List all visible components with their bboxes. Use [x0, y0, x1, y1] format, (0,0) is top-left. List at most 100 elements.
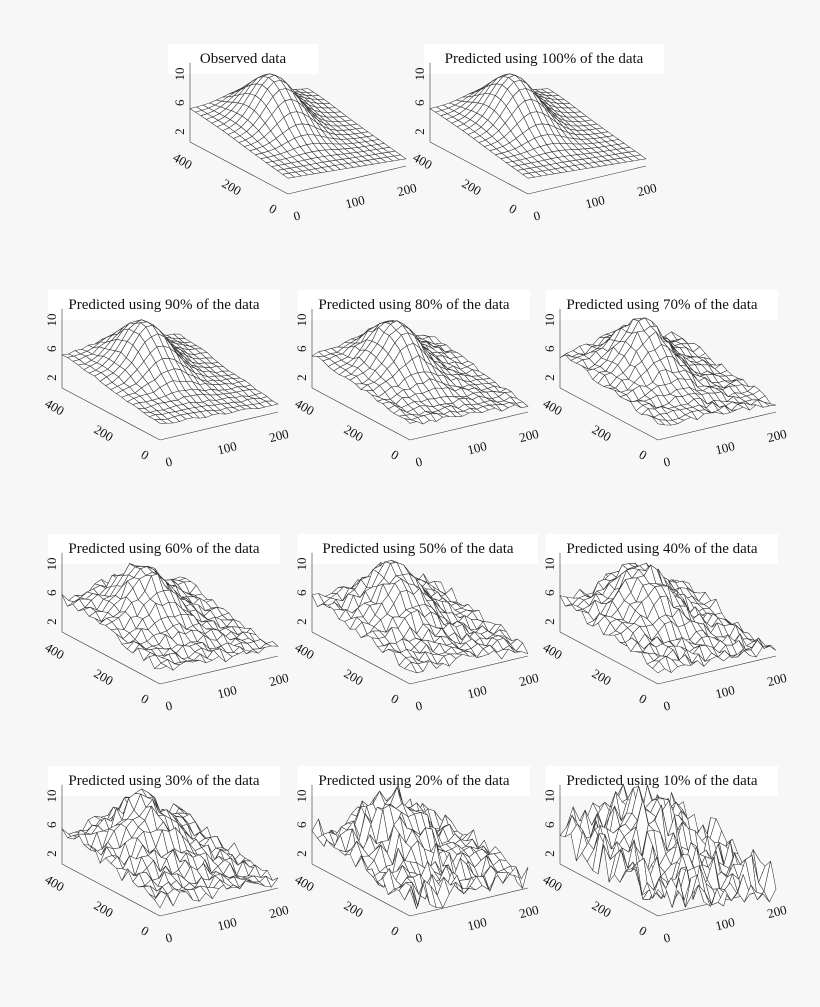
y-tick-label: 100: [714, 682, 737, 701]
surface-mesh: [311, 320, 529, 425]
x-tick-label: 400: [43, 640, 67, 663]
surface-axes: [61, 552, 279, 685]
z-tick-label: 2: [542, 618, 557, 625]
surface-mesh: [559, 783, 777, 908]
floor-edge: [527, 165, 647, 195]
y-tick-label: 200: [766, 902, 789, 921]
y-tick-label: 0: [292, 208, 302, 224]
y-tick-label: 0: [414, 454, 424, 470]
surface-axes: [61, 784, 279, 917]
surface-plot: 400 200 0 0 100 200 2 6 10: [293, 552, 540, 714]
y-tick-label: 0: [414, 930, 424, 946]
panel-60pct: Predicted using 60% of the data 400 200 0 0…: [32, 534, 290, 734]
floor-edge: [311, 863, 411, 917]
x-tick-label: 0: [389, 691, 402, 707]
floor-edge: [159, 411, 279, 441]
x-tick-label: 200: [342, 898, 366, 921]
z-tick-label: 6: [542, 589, 557, 596]
panel-40pct: Predicted using 40% of the data 400 200 0 0…: [530, 534, 788, 734]
x-tick-label: 200: [92, 422, 116, 445]
surface-cell: [515, 401, 529, 408]
surface-mesh: [61, 563, 279, 671]
x-tick-label: 400: [43, 872, 67, 895]
floor-edge: [189, 141, 289, 195]
surface-cell: [515, 642, 529, 654]
z-tick-label: 6: [294, 345, 309, 352]
z-tick-label: 2: [44, 618, 59, 625]
floor-edge: [559, 387, 659, 441]
panel-30pct: Predicted using 30% of the data 400 200 0 0…: [32, 766, 290, 966]
surface-axes: [559, 552, 777, 685]
panel-80pct: Predicted using 80% of the data 400 200 0 0…: [282, 290, 540, 490]
z-tick-label: 10: [44, 314, 59, 327]
y-tick-label: 200: [518, 426, 541, 445]
z-tick-label: 10: [542, 314, 557, 327]
z-tick-label: 10: [542, 558, 557, 571]
panel-title: Predicted using 50% of the data: [298, 534, 538, 564]
y-tick-label: 200: [636, 180, 659, 199]
surface-plot: 400 200 0 0 100 200 2 6 10: [411, 62, 658, 224]
y-tick-label: 200: [766, 670, 789, 689]
surface-axes: [311, 308, 529, 441]
x-tick-label: 200: [342, 422, 366, 445]
x-tick-label: 400: [293, 872, 317, 895]
x-tick-label: 0: [139, 923, 152, 939]
y-tick-label: 100: [216, 438, 239, 457]
x-tick-label: 400: [293, 396, 317, 419]
panel-title: Predicted using 90% of the data: [48, 290, 280, 320]
x-tick-label: 200: [590, 666, 614, 689]
panel-title: Predicted using 60% of the data: [48, 534, 280, 564]
y-tick-label: 100: [466, 438, 489, 457]
surface-cell: [515, 866, 529, 889]
z-tick-label: 6: [44, 821, 59, 828]
x-tick-label: 400: [411, 150, 435, 173]
z-tick-label: 6: [294, 589, 309, 596]
panel-title: Predicted using 80% of the data: [298, 290, 530, 320]
y-tick-label: 100: [466, 914, 489, 933]
panel-title: Predicted using 30% of the data: [48, 766, 280, 796]
z-tick-label: 2: [294, 618, 309, 625]
x-tick-label: 0: [139, 691, 152, 707]
surface-plot: 400 200 0 0 100 200 2 6 10: [171, 62, 418, 224]
x-tick-label: 0: [637, 691, 650, 707]
x-tick-label: 400: [541, 872, 565, 895]
y-tick-label: 200: [518, 902, 541, 921]
x-tick-label: 0: [389, 923, 402, 939]
surface-cell: [633, 154, 647, 161]
surface-plot: 400 200 0 0 100 200 2 6 10: [43, 308, 290, 470]
surface-mesh: [61, 319, 279, 424]
x-tick-label: 200: [342, 666, 366, 689]
panel-title: Predicted using 100% of the data: [424, 44, 664, 74]
z-tick-label: 6: [44, 345, 59, 352]
z-tick-label: 6: [294, 821, 309, 828]
y-tick-label: 100: [216, 914, 239, 933]
y-tick-label: 100: [216, 682, 239, 701]
z-tick-label: 10: [412, 68, 427, 81]
x-tick-label: 0: [139, 447, 152, 463]
x-tick-label: 200: [92, 666, 116, 689]
surface-cell: [763, 860, 777, 903]
y-tick-label: 200: [518, 670, 541, 689]
surface-cell: [763, 644, 777, 651]
surface-axes: [61, 308, 279, 441]
z-tick-label: 2: [412, 128, 427, 135]
y-tick-label: 100: [344, 192, 367, 211]
surface-mesh: [429, 73, 647, 179]
y-tick-label: 0: [164, 454, 174, 470]
y-tick-label: 100: [584, 192, 607, 211]
surface-cell: [265, 400, 279, 406]
z-tick-label: 10: [44, 790, 59, 803]
surface-cell: [763, 401, 777, 407]
x-tick-label: 200: [92, 898, 116, 921]
surface-axes: [189, 62, 407, 195]
tick-labels: 400 200 0 0 100 200 2 6 10: [293, 314, 541, 470]
x-tick-label: 0: [389, 447, 402, 463]
z-tick-label: 2: [44, 850, 59, 857]
panel-70pct: Predicted using 70% of the data 400 200 0 0…: [530, 290, 788, 490]
surface-plot: 400 200 0 0 100 200 2 6 10: [293, 784, 540, 946]
surface-axes: [311, 552, 529, 685]
tick-labels: 400 200 0 0 100 200 2 6 10: [171, 68, 419, 224]
z-tick-label: 2: [542, 850, 557, 857]
panel-100pct: Predicted using 100% of the data 400 200 0…: [400, 44, 664, 244]
z-tick-label: 10: [294, 314, 309, 327]
